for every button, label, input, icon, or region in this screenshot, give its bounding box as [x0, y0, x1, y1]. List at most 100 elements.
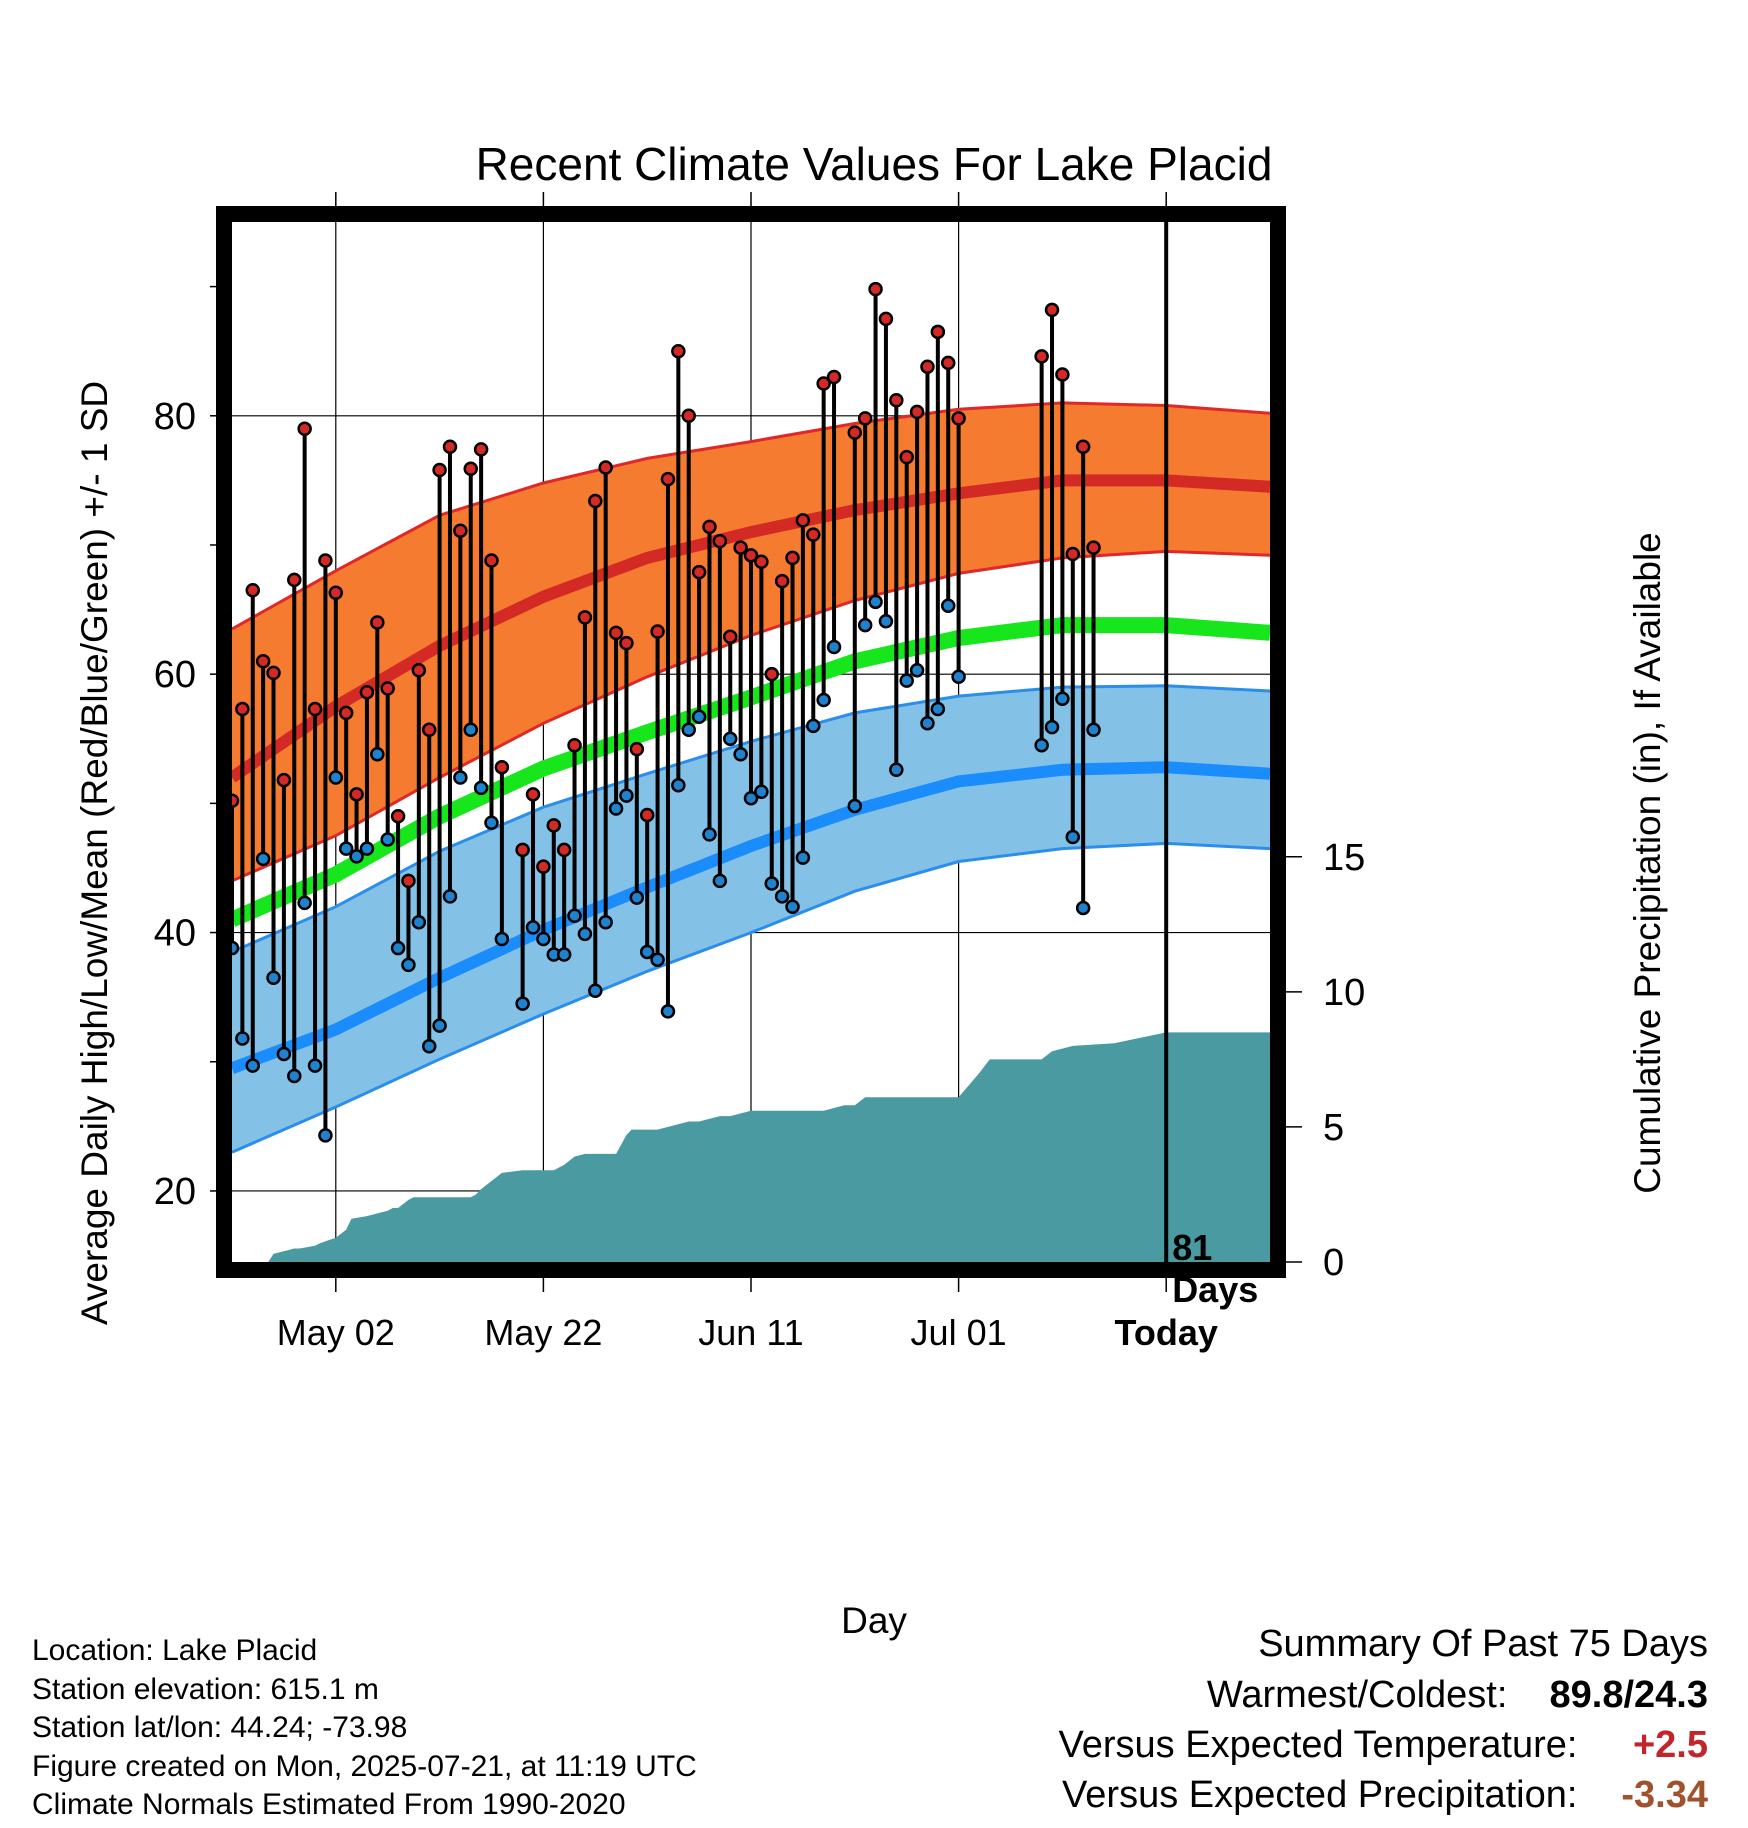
- precip-area: [232, 1032, 1270, 1262]
- obs-low-point: [411, 914, 427, 930]
- obs-low-point: [899, 673, 914, 688]
- y-axis-label: Average Daily High/Low/Mean (Red/Blue/Gr…: [74, 381, 115, 1325]
- obs-low-point: [1065, 829, 1081, 845]
- obs-low-point: [473, 780, 489, 796]
- obs-high-point: [909, 404, 925, 420]
- obs-high-point: [702, 519, 717, 535]
- obs-low-point: [370, 747, 385, 762]
- footer-elevation: Station elevation: 615.1 m: [32, 1673, 379, 1706]
- obs-high-point: [733, 540, 748, 555]
- summary-warmest-coldest-label: Warmest/Coldest:: [1206, 1674, 1508, 1716]
- obs-low-point: [588, 983, 603, 998]
- obs-high-point: [546, 818, 562, 833]
- obs-low-point: [671, 778, 686, 793]
- low-band-lower-edge: [231, 841, 1271, 1154]
- obs-low-point: [390, 940, 406, 956]
- x-tick-label: May 22: [484, 1312, 602, 1353]
- obs-high-point: [1034, 349, 1049, 364]
- obs-high-point: [556, 842, 572, 858]
- obs-low-point: [463, 722, 478, 737]
- obs-low-point: [307, 1058, 323, 1073]
- y-tick-label: 20: [154, 1171, 196, 1213]
- obs-high-point: [255, 654, 271, 669]
- obs-high-point: [806, 527, 821, 542]
- obs-low-point: [629, 890, 645, 905]
- obs-high-point: [826, 369, 842, 385]
- chart-title: Recent Climate Values For Lake Placid: [476, 138, 1273, 190]
- obs-high-point: [671, 343, 686, 359]
- obs-low-point: [722, 731, 738, 747]
- footer-normals: Climate Normals Estimated From 1990-2020: [32, 1788, 626, 1821]
- summary-precipitation-value: -3.34: [1621, 1774, 1708, 1816]
- x-tick-label: Today: [1115, 1312, 1218, 1353]
- obs-low-point: [453, 770, 468, 785]
- obs-low-point: [930, 701, 946, 717]
- summary-temperature: Versus Expected Temperature: +2.5: [1059, 1724, 1708, 1767]
- obs-high-point: [494, 759, 510, 775]
- summary-precipitation-label: Versus Expected Precipitation:: [1062, 1774, 1578, 1816]
- obs-high-point: [276, 772, 292, 788]
- obs-high-point: [1086, 540, 1101, 555]
- obs-high-point: [390, 809, 406, 824]
- obs-high-point: [691, 564, 707, 580]
- obs-low-point: [940, 598, 956, 613]
- obs-high-point: [442, 439, 458, 455]
- obs-low-point: [338, 841, 354, 856]
- summary-heading: Summary Of Past 75 Days: [1258, 1623, 1708, 1665]
- low-normal-line: [229, 761, 1271, 1074]
- obs-low-point: [889, 762, 904, 778]
- obs-low-point: [847, 798, 863, 814]
- summary-temperature-label: Versus Expected Temperature:: [1058, 1724, 1578, 1766]
- obs-low-point: [598, 914, 613, 930]
- footer-created: Figure created on Mon, 2025-07-21, at 11…: [32, 1750, 697, 1783]
- obs-high-point: [421, 722, 437, 737]
- obs-low-point: [733, 747, 748, 762]
- obs-low-point: [556, 947, 572, 962]
- obs-high-point: [567, 737, 582, 753]
- obs-high-point: [536, 859, 551, 874]
- x-axis-label: Day: [841, 1600, 907, 1641]
- obs-high-point: [608, 625, 624, 641]
- obs-low-point: [235, 1031, 250, 1046]
- obs-low-point: [401, 957, 416, 973]
- obs-low-point: [255, 851, 271, 867]
- obs-high-point: [463, 461, 478, 477]
- obs-high-point: [338, 705, 354, 721]
- obs-low-point: [681, 722, 696, 737]
- obs-high-point: [245, 582, 261, 598]
- obs-low-point: [1055, 691, 1070, 706]
- obs-high-point: [525, 787, 541, 802]
- obs-high-point: [577, 610, 593, 625]
- obs-high-point: [722, 629, 738, 644]
- obs-high-point: [795, 513, 811, 528]
- obs-low-point: [754, 784, 769, 799]
- obs-low-point: [909, 663, 925, 678]
- obs-low-point: [297, 895, 312, 911]
- obs-low-point: [785, 899, 800, 914]
- obs-high-point: [370, 615, 385, 630]
- obs-low-point: [494, 931, 510, 947]
- obs-low-point: [328, 770, 344, 785]
- obs-high-point: [473, 442, 489, 457]
- obs-low-point: [1034, 737, 1049, 753]
- obs-low-point: [287, 1068, 302, 1084]
- high-normal-line: [228, 474, 1271, 783]
- obs-high-point: [847, 425, 863, 440]
- obs-low-point: [567, 908, 582, 924]
- obs-high-point: [401, 873, 416, 889]
- obs-low-point: [868, 594, 883, 610]
- obs-high-point: [816, 376, 831, 391]
- obs-high-point: [868, 281, 883, 297]
- obs-high-point: [951, 411, 966, 426]
- summary-precipitation: Versus Expected Precipitation: -3.34: [1062, 1774, 1708, 1817]
- obs-high-point: [681, 408, 696, 424]
- obs-high-point: [235, 701, 250, 717]
- obs-high-point: [307, 701, 323, 717]
- obs-high-point: [453, 523, 468, 539]
- obs-high-point: [743, 548, 759, 563]
- obs-high-point: [411, 663, 427, 678]
- obs-high-point: [889, 393, 904, 408]
- obs-low-point: [920, 716, 935, 731]
- obs-low-point: [774, 889, 790, 904]
